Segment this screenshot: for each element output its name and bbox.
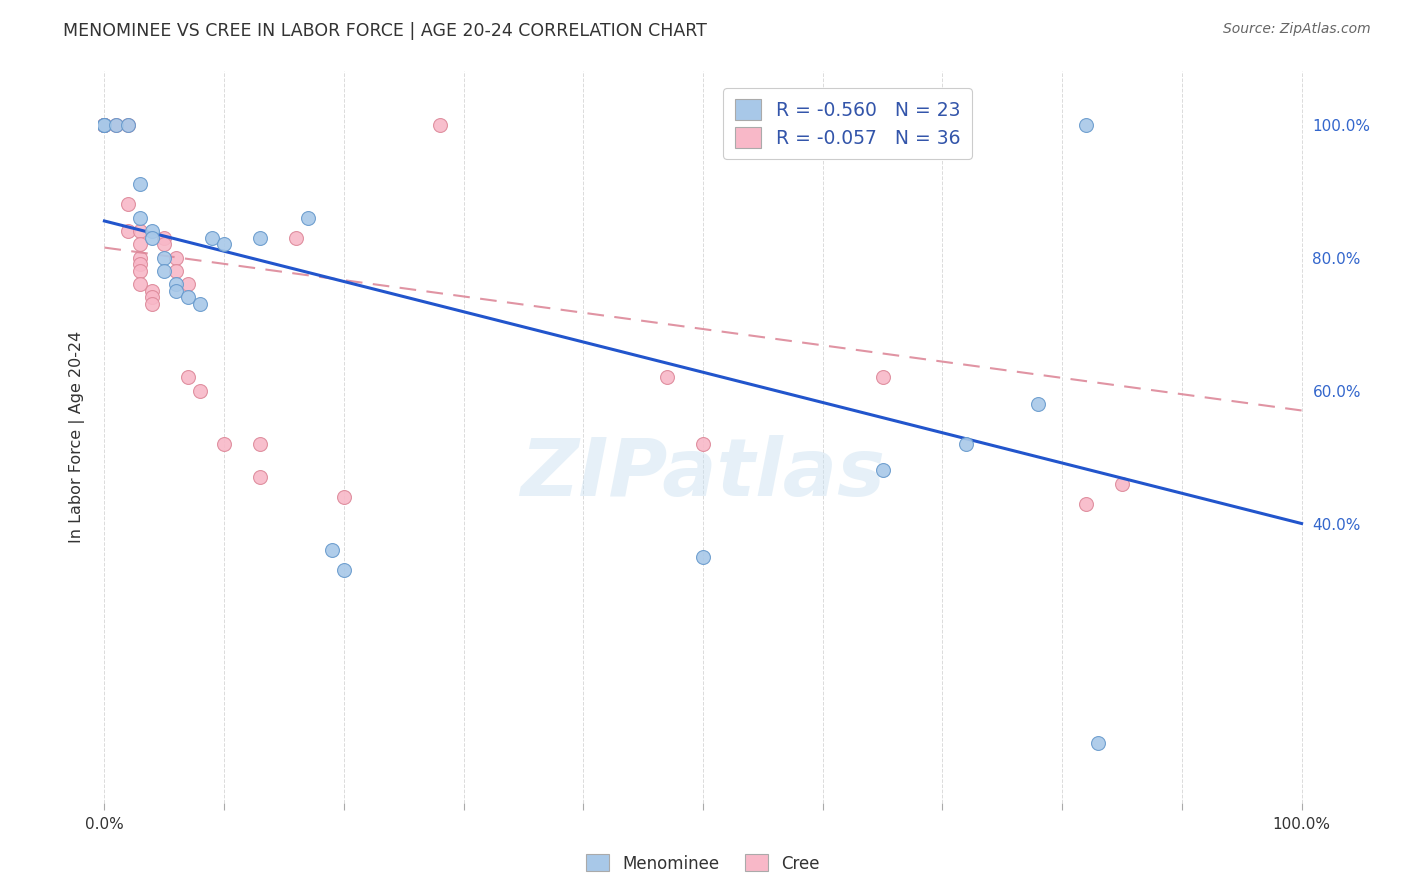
Point [321,543,343,558]
Point [177,277,200,292]
Point [249,436,271,450]
Point [249,230,271,244]
Point [105,118,128,132]
Point [117,118,139,132]
Point [93,118,115,132]
Point [153,230,176,244]
Point [333,563,356,577]
Point [333,490,356,504]
Point [153,251,176,265]
Point [141,230,163,244]
Text: ZIPatlas: ZIPatlas [520,434,886,513]
Point [188,384,211,398]
Point [129,264,152,278]
Point [872,370,894,384]
Point [93,118,115,132]
Point [212,436,235,450]
Point [141,224,163,238]
Text: MENOMINEE VS CREE IN LABOR FORCE | AGE 20-24 CORRELATION CHART: MENOMINEE VS CREE IN LABOR FORCE | AGE 2… [63,22,707,40]
Point [177,370,200,384]
Point [93,118,115,132]
Point [655,370,678,384]
Point [1074,497,1097,511]
Point [129,178,152,192]
Point [284,230,307,244]
Point [249,470,271,484]
Point [212,237,235,252]
Point [129,224,152,238]
Y-axis label: In Labor Force | Age 20-24: In Labor Force | Age 20-24 [69,331,84,543]
Point [201,230,224,244]
Point [165,264,187,278]
Point [188,297,211,311]
Point [129,251,152,265]
Point [165,284,187,298]
Point [93,118,115,132]
Point [93,118,115,132]
Point [1111,476,1133,491]
Point [1074,118,1097,132]
Point [141,284,163,298]
Point [165,251,187,265]
Point [1087,736,1109,750]
Point [1026,397,1049,411]
Point [117,118,139,132]
Point [955,436,977,450]
Point [692,436,714,450]
Point [117,197,139,211]
Point [141,297,163,311]
Point [105,118,128,132]
Point [297,211,319,225]
Point [129,277,152,292]
Point [129,237,152,252]
Legend: Menominee, Cree: Menominee, Cree [579,847,827,880]
Point [93,118,115,132]
Point [692,549,714,564]
Point [177,290,200,304]
Point [429,118,451,132]
Point [117,224,139,238]
Legend: R = -0.560   N = 23, R = -0.057   N = 36: R = -0.560 N = 23, R = -0.057 N = 36 [724,88,972,159]
Point [165,277,187,292]
Point [153,264,176,278]
Point [93,118,115,132]
Point [872,463,894,477]
Point [93,118,115,132]
Text: Source: ZipAtlas.com: Source: ZipAtlas.com [1223,22,1371,37]
Point [129,211,152,225]
Point [153,237,176,252]
Point [129,257,152,271]
Point [141,290,163,304]
